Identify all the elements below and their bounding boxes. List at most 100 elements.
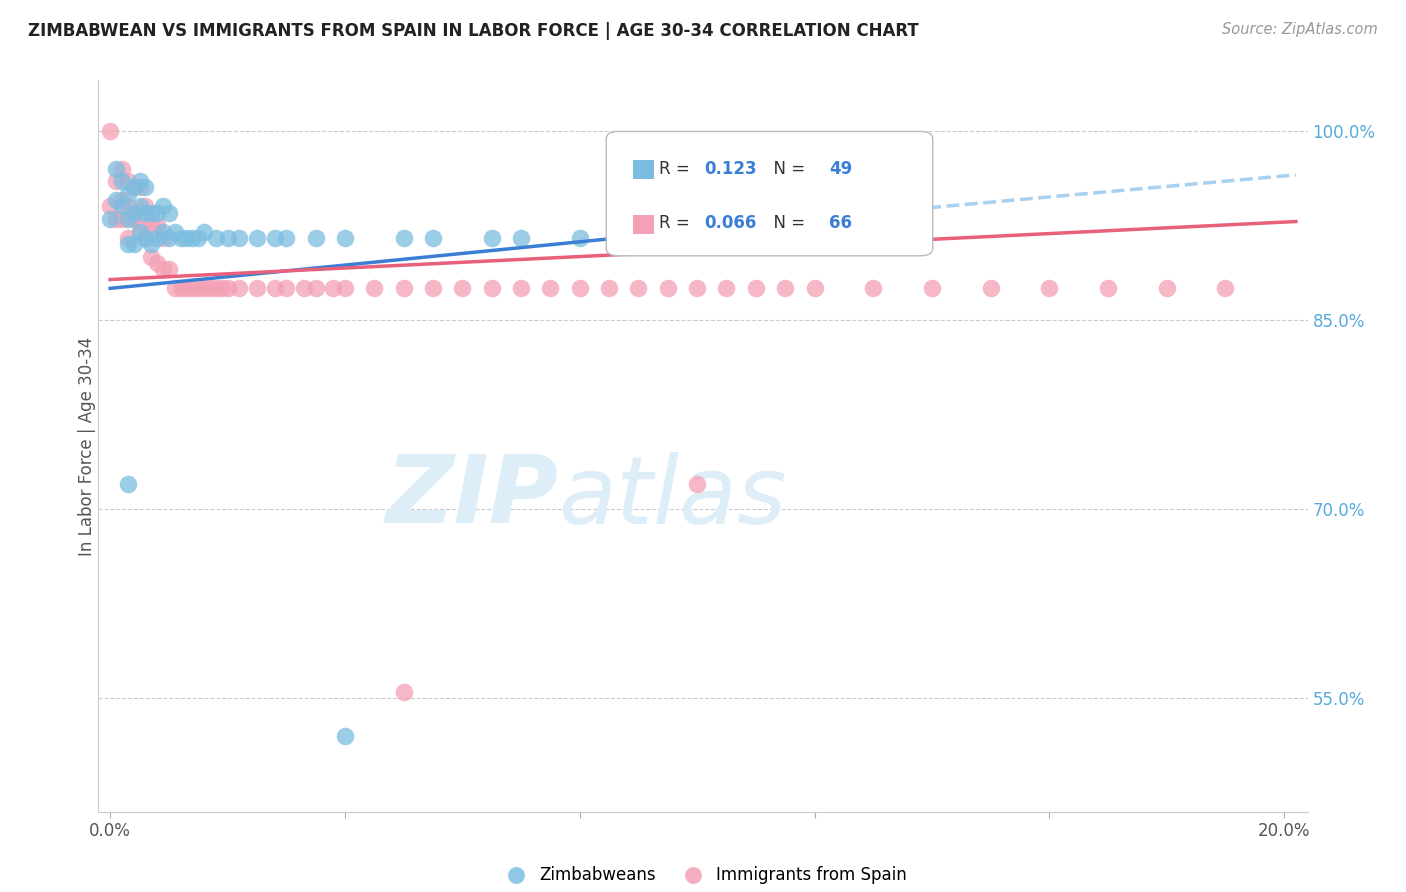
Point <box>105 161 128 176</box>
Text: 49: 49 <box>830 160 852 178</box>
Point <box>333 729 356 743</box>
Point <box>146 231 169 245</box>
Point <box>304 231 326 245</box>
FancyBboxPatch shape <box>633 215 654 234</box>
Point <box>538 281 561 295</box>
Point <box>392 231 415 245</box>
Point <box>128 199 150 213</box>
Point <box>363 281 385 295</box>
Point <box>134 180 156 194</box>
Point <box>204 281 226 295</box>
Point <box>122 180 145 194</box>
Point <box>1215 281 1237 295</box>
Point <box>128 219 150 233</box>
Point <box>217 231 239 245</box>
Point <box>128 180 150 194</box>
Point <box>292 281 315 295</box>
Point <box>657 281 679 295</box>
Point <box>193 225 215 239</box>
Point <box>111 161 134 176</box>
Point <box>111 174 134 188</box>
Point <box>392 281 415 295</box>
Point <box>481 231 503 245</box>
Point <box>921 281 943 295</box>
Point <box>686 231 709 245</box>
Point <box>146 256 169 270</box>
Y-axis label: In Labor Force | Age 30-34: In Labor Force | Age 30-34 <box>79 336 96 556</box>
Point <box>276 281 298 295</box>
Point <box>152 199 174 213</box>
Point <box>803 231 825 245</box>
Point <box>198 281 221 295</box>
Point <box>169 281 191 295</box>
Point <box>803 281 825 295</box>
Text: R =: R = <box>658 160 695 178</box>
Legend: Zimbabweans, Immigrants from Spain: Zimbabweans, Immigrants from Spain <box>492 860 914 891</box>
Point <box>157 205 180 219</box>
Text: atlas: atlas <box>558 451 786 542</box>
Point <box>187 231 209 245</box>
Point <box>122 180 145 194</box>
Point <box>745 281 768 295</box>
Point <box>276 231 298 245</box>
Point <box>228 281 250 295</box>
Point <box>98 124 121 138</box>
Point <box>333 281 356 295</box>
Point <box>122 237 145 252</box>
Point <box>111 199 134 213</box>
Point <box>111 212 134 227</box>
Point <box>117 476 139 491</box>
Point <box>217 281 239 295</box>
Point <box>111 193 134 207</box>
Text: 66: 66 <box>830 214 852 233</box>
Point <box>117 231 139 245</box>
Point <box>134 231 156 245</box>
Point <box>117 174 139 188</box>
Point <box>193 281 215 295</box>
Point <box>862 281 884 295</box>
Point <box>98 212 121 227</box>
Point <box>134 205 156 219</box>
Point <box>686 476 709 491</box>
Point <box>152 231 174 245</box>
Point <box>105 212 128 227</box>
Point <box>263 231 285 245</box>
Point <box>510 231 533 245</box>
Point <box>204 231 226 245</box>
Point <box>246 231 269 245</box>
Point <box>181 231 204 245</box>
Point <box>122 212 145 227</box>
Text: ZIMBABWEAN VS IMMIGRANTS FROM SPAIN IN LABOR FORCE | AGE 30-34 CORRELATION CHART: ZIMBABWEAN VS IMMIGRANTS FROM SPAIN IN L… <box>28 22 920 40</box>
FancyBboxPatch shape <box>633 161 654 178</box>
Point <box>152 225 174 239</box>
Point <box>176 231 198 245</box>
Point <box>134 231 156 245</box>
Point <box>105 174 128 188</box>
Point <box>98 199 121 213</box>
Point <box>686 281 709 295</box>
Point <box>117 237 139 252</box>
Text: ZIP: ZIP <box>385 451 558 543</box>
Point <box>1097 281 1119 295</box>
Point <box>181 281 204 295</box>
Point <box>146 205 169 219</box>
Point <box>176 281 198 295</box>
Point <box>141 237 163 252</box>
Point <box>627 281 650 295</box>
Point <box>105 193 128 207</box>
Point <box>157 231 180 245</box>
Point <box>163 225 186 239</box>
Point <box>117 199 139 213</box>
Point <box>333 231 356 245</box>
Point <box>510 281 533 295</box>
Point <box>134 199 156 213</box>
Point <box>392 685 415 699</box>
Point <box>716 281 738 295</box>
Point <box>263 281 285 295</box>
Point <box>246 281 269 295</box>
Text: R =: R = <box>658 214 695 233</box>
Point <box>141 250 163 264</box>
Point <box>568 231 591 245</box>
Point <box>163 281 186 295</box>
Point <box>157 262 180 277</box>
